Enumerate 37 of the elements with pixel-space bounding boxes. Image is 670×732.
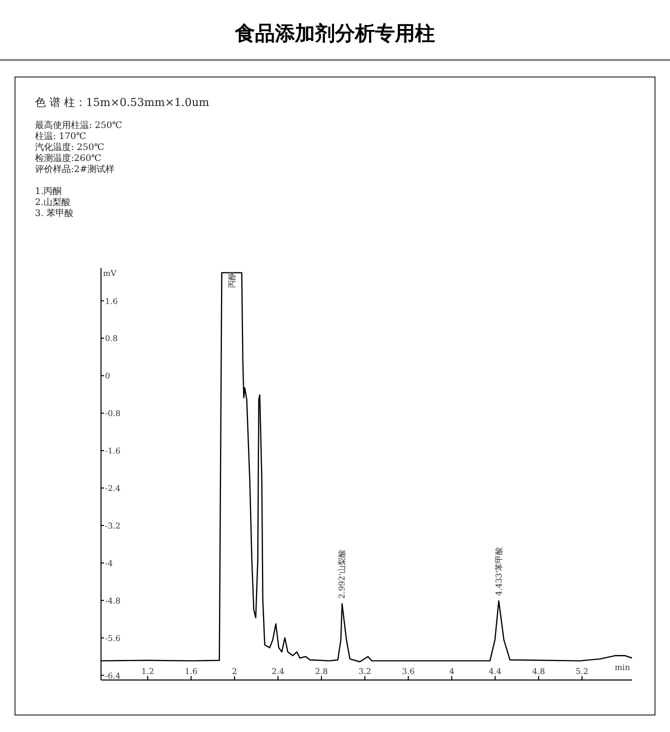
chart-title: 食品添加剂分析专用柱: [234, 21, 435, 45]
y-tick-label: 0.8: [105, 334, 118, 344]
text: 汽化温度: 250℃: [35, 142, 104, 153]
x-tick-label: 4.8: [532, 667, 545, 676]
x-axis-title: min: [614, 663, 630, 672]
text: 检测温度:260℃: [35, 153, 102, 164]
text: 评价样品:2#测试样: [35, 164, 114, 175]
y-tick-label: 1.6: [105, 296, 118, 306]
y-tick-label: -4.8: [105, 596, 120, 606]
x-tick-label: 1.2: [141, 667, 154, 676]
annotation: 2.992'山梨酸: [338, 550, 347, 599]
x-tick-label: 4.4: [488, 667, 502, 676]
x-tick-label: 1.6: [184, 667, 198, 676]
x-tick-label: 2.4: [272, 667, 284, 676]
y-axis-title: mV: [103, 269, 117, 278]
text: 3. 苯甲酸: [35, 208, 74, 219]
x-tick-label: 3.6: [402, 667, 415, 676]
x-tick-label: 4: [449, 667, 454, 676]
y-tick-label: -1.6: [105, 446, 120, 456]
text: 色 谱 柱：15m×0.53mm×1.0um: [35, 96, 210, 109]
y-tick-label: -0.8: [105, 409, 120, 418]
y-tick-label: -6.4: [105, 671, 120, 680]
y-tick-label: -4: [105, 558, 113, 568]
y-tick-label: 0: [105, 372, 110, 381]
annotation: 丙酮: [227, 272, 236, 288]
x-tick-label: 3.2: [358, 667, 372, 676]
y-tick-label: -3.2: [105, 522, 120, 530]
y-tick-label: -2.4: [105, 484, 120, 494]
text: 柱温: 170℃: [35, 131, 86, 142]
text: 最高使用柱温: 250℃: [35, 120, 122, 131]
x-tick-label: 5.2: [576, 667, 588, 676]
annotation: 4.433'苯甲酸: [494, 546, 504, 596]
x-tick-label: 2.8: [315, 667, 328, 676]
text: 1.丙酮: [35, 187, 62, 197]
y-tick-label: -5.6: [105, 634, 120, 643]
text: 2.山梨酸: [35, 197, 71, 208]
x-tick-label: 2: [232, 667, 238, 676]
